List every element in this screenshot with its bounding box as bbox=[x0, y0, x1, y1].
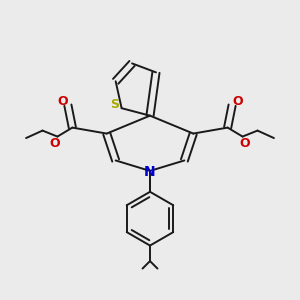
Text: S: S bbox=[110, 98, 119, 111]
Text: O: O bbox=[57, 95, 68, 108]
Text: O: O bbox=[240, 136, 250, 150]
Text: O: O bbox=[50, 136, 60, 150]
Text: N: N bbox=[144, 165, 156, 179]
Text: O: O bbox=[232, 95, 243, 108]
